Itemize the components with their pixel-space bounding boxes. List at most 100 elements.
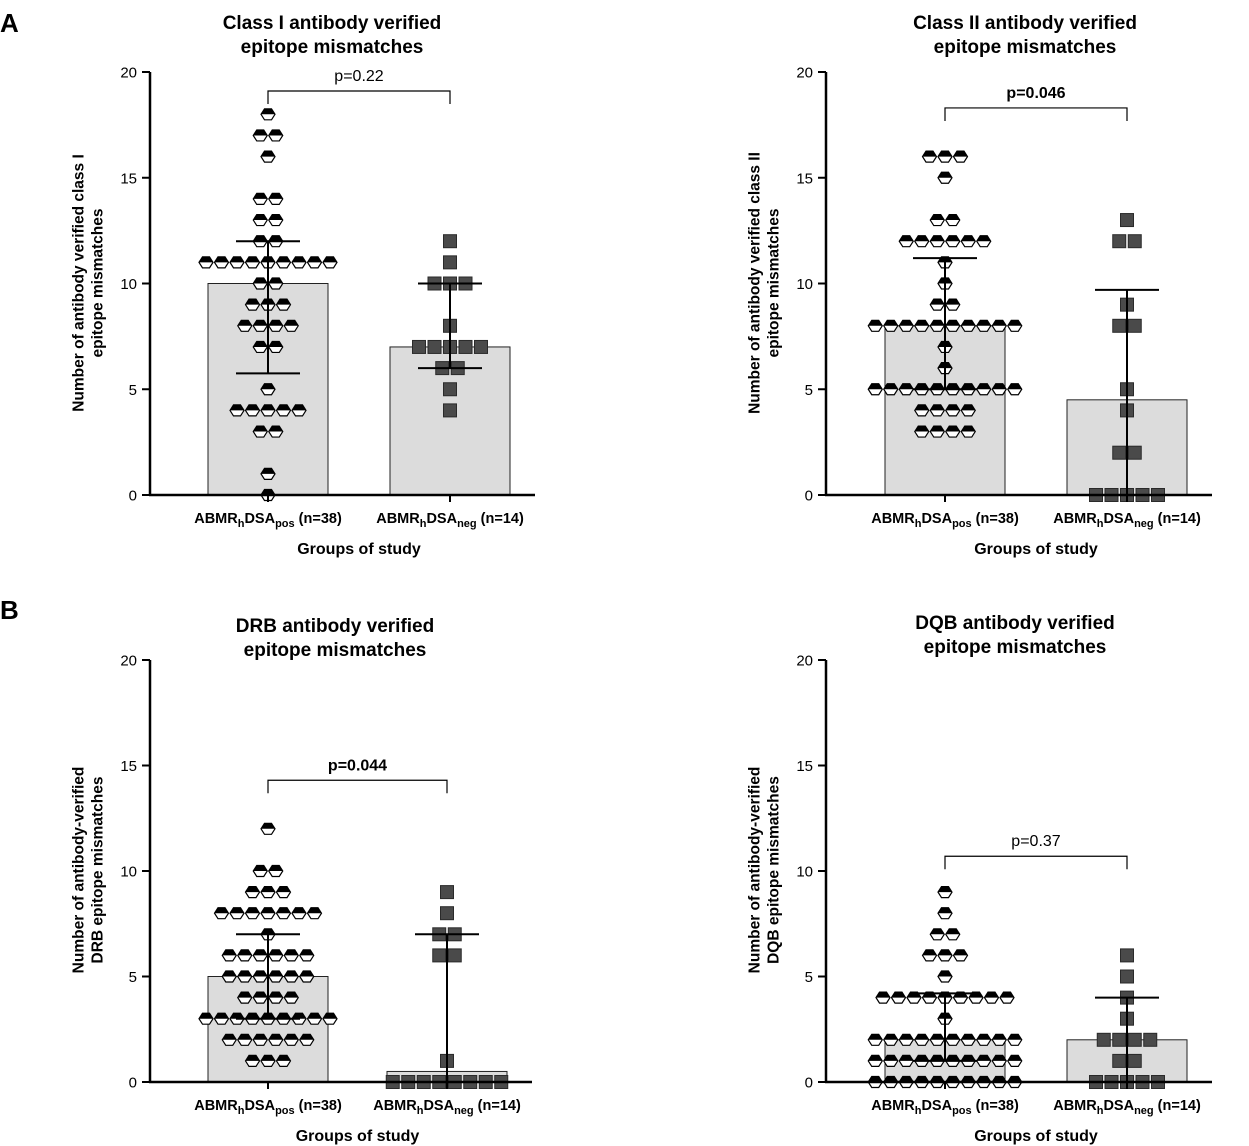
significance-bracket: [944, 855, 1128, 870]
data-point-g1-v3-2: [268, 425, 284, 438]
y-tick-label-20: 20: [796, 65, 813, 82]
chart-title-line-1: DQB antibody verified: [915, 613, 1115, 634]
data-point-g1-v8-3: [244, 907, 261, 920]
data-point-g1-v5-8: [976, 383, 992, 396]
data-point-g1-v16-2: [937, 150, 953, 163]
data-point-g1-v4-1: [875, 991, 891, 1004]
data-point-g1-v2-2: [237, 1033, 253, 1046]
data-point-g1-v8-4: [283, 319, 299, 332]
data-point-g2-v1-1: [1112, 1053, 1127, 1068]
category-label-1: ABMRhDSApos (n=38): [871, 511, 1019, 530]
data-point-g1-v0-10: [1007, 1075, 1023, 1089]
error-bar-2: [415, 933, 479, 1083]
data-point-g1-v4-3: [268, 991, 284, 1004]
y-axis-label-line-1: Number of antibody verified class I: [71, 154, 88, 412]
data-point-g1-v12-5: [960, 235, 976, 248]
data-point-g1-v9-2: [945, 298, 961, 311]
data-point-g1-v2-5: [283, 1033, 299, 1046]
chart-panel-4: DQB antibody verified epitope mismatches N…: [747, 613, 1212, 1145]
data-point-g1-v7-2: [945, 928, 961, 941]
data-point-g1-v4-5: [291, 404, 307, 417]
p-value-label: p=0.37: [1011, 833, 1060, 850]
data-point-g1-v8-3: [268, 319, 284, 332]
data-point-g1-v8-7: [960, 319, 976, 332]
data-point-g1-v5-1: [221, 970, 237, 983]
data-point-g2-v2-2: [1112, 1032, 1127, 1047]
significance-bracket: [267, 779, 448, 794]
data-point-g1-v8-2: [883, 319, 899, 332]
data-point-g2-v7-4: [458, 339, 473, 354]
data-point-g1-v8-4: [914, 319, 930, 332]
data-point-g1-v1-2: [260, 1054, 276, 1068]
data-point-g1-v5-3: [252, 970, 268, 983]
data-point-g1-v6-3: [252, 949, 268, 962]
y-tick-label-10: 10: [120, 864, 137, 881]
data-point-g1-v2-1: [221, 1033, 237, 1046]
data-point-g1-v4-3: [945, 404, 961, 417]
x-axis-label: Groups of study: [296, 1128, 420, 1145]
data-point-g1-v6-5: [283, 949, 299, 962]
data-point-g1-v4-1: [914, 404, 930, 417]
data-point-g1-v5-3: [898, 383, 914, 396]
data-point-g1-v2-2: [883, 1033, 899, 1046]
data-point-g1-v4-2: [252, 991, 268, 1004]
data-point-g1-v9-3: [275, 885, 292, 899]
chart-title-line-2: epitope mismatches: [924, 637, 1107, 658]
data-point-g1-v4-2: [244, 404, 261, 417]
data-point-g2-v12-1: [443, 234, 457, 249]
data-point-g1-v9-1: [244, 885, 261, 899]
p-value-label: p=0.044: [328, 757, 387, 774]
data-point-g1-v11-1: [198, 256, 214, 269]
x-axis-label: Groups of study: [974, 1128, 1098, 1145]
data-point-g1-v1-10: [1007, 1054, 1023, 1068]
data-point-g1-v6-3: [952, 949, 969, 962]
panel-letter-a: A: [0, 8, 19, 38]
data-point-g1-v8-10: [1007, 319, 1023, 332]
data-point-g1-v9-1: [244, 298, 261, 311]
y-axis-label: Number of antibody-verified DQB epitope m…: [747, 767, 783, 974]
data-point-g1-v6-4: [268, 949, 284, 962]
data-point-g1-v11-2: [213, 256, 230, 269]
data-point-g1-v2-9: [991, 1033, 1007, 1046]
data-point-g2-v5-1: [443, 382, 457, 397]
data-point-g1-v16-1: [921, 150, 938, 163]
category-label-2: ABMRhDSAneg (n=14): [1053, 1098, 1201, 1117]
data-point-g2-v8-1: [1112, 318, 1127, 333]
data-point-g1-v5-4: [268, 970, 284, 983]
data-point-g1-v8-1: [213, 907, 230, 920]
data-point-g2-v2-4: [1143, 1032, 1158, 1047]
data-point-g1-v1-1: [244, 1054, 261, 1068]
chart-panel-2: Class II antibody verified epitope mismat…: [747, 13, 1212, 558]
data-point-g1-v16-1: [260, 150, 276, 163]
data-point-g2-v1-2: [1127, 1053, 1142, 1068]
data-point-g1-v5-10: [1007, 383, 1023, 396]
chart-title-line-1: Class II antibody verified: [913, 13, 1137, 34]
data-point-g2-v2-1: [1112, 445, 1127, 460]
data-point-g1-v1-2: [883, 1054, 899, 1068]
y-tick-label-5: 5: [129, 969, 137, 986]
p-value-label: p=0.22: [334, 68, 383, 85]
data-point-g1-v5-1: [937, 970, 953, 983]
y-tick-label-0: 0: [805, 1075, 813, 1092]
data-point-g1-v11-9: [322, 256, 338, 269]
data-point-g1-v3-1: [252, 425, 268, 438]
data-point-g2-v11-1: [443, 255, 457, 270]
data-point-g2-v8-1: [440, 906, 454, 921]
data-point-g1-v2-1: [867, 1033, 883, 1046]
data-point-g1-v5-5: [283, 970, 299, 983]
category-label-1: ABMRhDSApos (n=38): [194, 511, 342, 530]
chart-title-line-1: DRB antibody verified: [236, 616, 434, 637]
data-point-g1-v6-1: [921, 949, 938, 962]
data-point-g1-v3-3: [945, 425, 961, 438]
data-point-g1-v11-8: [306, 256, 323, 269]
y-tick-label-20: 20: [120, 65, 137, 82]
category-label-2: ABMRhDSAneg (n=14): [376, 511, 524, 530]
data-point-g1-v6-2: [937, 949, 953, 962]
y-tick-label-15: 15: [796, 170, 813, 187]
data-point-g1-v7-2: [268, 340, 284, 354]
y-axis-label-line-2: DRB epitope mismatches: [90, 777, 107, 964]
data-point-g1-v12-2: [914, 235, 930, 248]
data-point-g1-v10-2: [268, 864, 284, 878]
data-point-g1-v12-1: [260, 822, 276, 835]
category-label-2: ABMRhDSAneg (n=14): [1053, 511, 1201, 530]
